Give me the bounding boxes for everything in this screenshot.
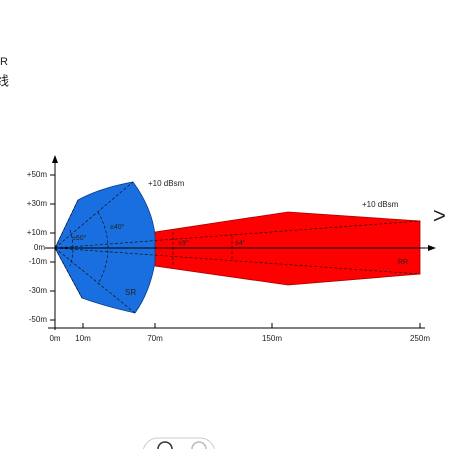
header-fragment: R [0,56,8,68]
rcs-label: +10 dBsm [362,200,399,209]
x-label: 0m [49,334,60,343]
pager[interactable] [143,437,215,449]
y-label: +10m [27,228,48,237]
axes [45,160,432,330]
rcs-label: +10 dBsm [148,179,185,188]
x-label: 250m [410,334,430,343]
region-label: SR [125,288,136,297]
y-label: +50m [27,170,48,179]
angle-label: ±4° [235,239,246,247]
axis-arrow [52,155,58,163]
y-label: 0m [34,243,45,252]
y-label: -10m [29,257,48,266]
x-label: 150m [262,334,282,343]
y-label: -30m [29,286,48,295]
x-label: 70m [147,334,163,343]
next-button[interactable]: > [433,203,446,228]
diagram: +50m +30m +10m 0m -10m -30m -50m 0m 10m … [27,155,436,343]
header-fragment: 线 [0,73,9,88]
angle-label: ±9° [178,239,189,247]
y-label: -50m [29,315,48,324]
region-label: RR [398,259,408,266]
angle-label: ±60° [72,234,87,242]
angle-label: ±40° [110,223,125,231]
axis-arrow [428,245,436,251]
y-label: +30m [27,199,48,208]
x-label: 10m [75,334,91,343]
